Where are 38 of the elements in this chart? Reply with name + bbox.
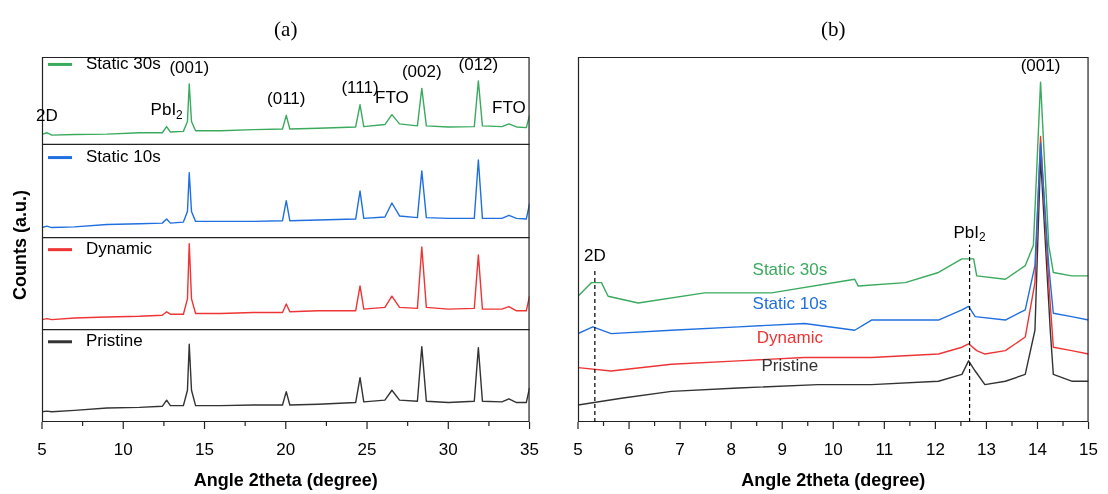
legend-label: Dynamic [86,239,153,259]
x-axis-title: Angle 2theta (degree) [193,470,378,491]
x-tick-label: 20 [276,439,296,459]
x-tick-label: 9 [777,439,787,459]
x-tick-label: 6 [624,439,634,459]
x-tick-label: 15 [1079,439,1099,459]
annotation: (012) [458,54,499,74]
x-tick-label: 30 [438,439,458,459]
x-tick-label: 35 [520,439,540,459]
ref-line-label: 2D [583,246,606,266]
text: (001) [1020,55,1061,75]
x-tick-label: 10 [823,439,843,459]
x-tick-label: 15 [195,439,214,459]
x-tick-label: 11 [875,439,894,459]
annotation: (011) [267,89,306,109]
legend-label: Static 10s [86,147,161,167]
x-axis-title: Angle 2theta (degree) [741,470,926,491]
x-tick-label: 5 [37,439,47,459]
x-tick-label: 8 [726,439,736,459]
legend-label: Pristine [86,331,143,351]
x-tick-label: 5 [573,439,583,459]
series-label: Pristine [761,355,819,375]
x-tick-label: 25 [357,439,377,459]
chart-title: (b) [821,16,846,41]
x-tick-label: 10 [113,439,133,459]
x-tick-label: 14 [1028,439,1047,459]
legend-label: Static 30s [86,54,161,74]
series-label: Static 30s [752,259,828,279]
series-label: Static 10s [752,293,828,313]
series-label: Dynamic [756,327,824,347]
annotation: (001) [169,57,210,77]
x-tick-label: 12 [925,439,945,459]
chart-title: (a) [274,16,298,41]
y-axis-title: Counts (a.u.) [9,190,31,300]
annotation: (002) [401,62,442,82]
annotation: FTO [492,97,526,117]
x-tick-label: 13 [976,439,996,459]
x-tick-label: 7 [675,439,685,459]
